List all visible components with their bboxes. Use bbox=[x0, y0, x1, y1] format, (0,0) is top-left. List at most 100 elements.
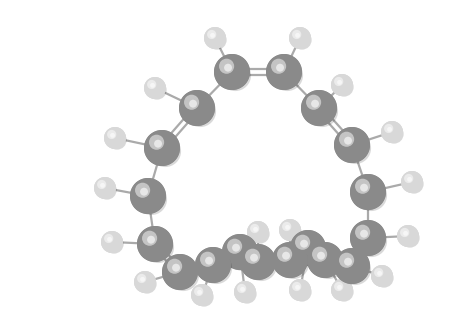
Circle shape bbox=[195, 247, 231, 283]
Circle shape bbox=[306, 95, 321, 110]
Circle shape bbox=[334, 282, 343, 291]
Circle shape bbox=[307, 95, 338, 127]
Circle shape bbox=[381, 121, 403, 143]
Circle shape bbox=[371, 265, 393, 287]
Circle shape bbox=[130, 178, 166, 214]
Circle shape bbox=[334, 248, 370, 284]
Circle shape bbox=[404, 174, 423, 194]
Circle shape bbox=[100, 183, 105, 188]
Circle shape bbox=[292, 282, 312, 302]
Circle shape bbox=[279, 219, 301, 241]
Circle shape bbox=[289, 279, 311, 301]
Circle shape bbox=[356, 180, 387, 211]
Circle shape bbox=[340, 253, 371, 285]
Circle shape bbox=[355, 179, 370, 194]
Circle shape bbox=[172, 264, 180, 272]
Circle shape bbox=[130, 178, 166, 214]
Circle shape bbox=[162, 254, 198, 290]
Circle shape bbox=[147, 80, 167, 100]
Circle shape bbox=[290, 230, 326, 266]
Circle shape bbox=[134, 271, 156, 293]
Circle shape bbox=[104, 127, 126, 149]
Circle shape bbox=[271, 59, 286, 74]
Circle shape bbox=[282, 222, 301, 242]
Circle shape bbox=[331, 74, 353, 96]
Circle shape bbox=[195, 247, 231, 283]
Circle shape bbox=[266, 54, 302, 90]
Circle shape bbox=[401, 171, 423, 193]
Circle shape bbox=[337, 285, 342, 290]
Circle shape bbox=[224, 64, 232, 72]
Circle shape bbox=[266, 54, 302, 90]
Circle shape bbox=[289, 27, 311, 49]
Circle shape bbox=[204, 27, 226, 49]
Circle shape bbox=[207, 30, 216, 39]
Circle shape bbox=[140, 188, 148, 196]
Circle shape bbox=[219, 59, 234, 74]
Circle shape bbox=[167, 259, 199, 291]
Circle shape bbox=[292, 30, 301, 39]
Circle shape bbox=[360, 230, 368, 238]
Circle shape bbox=[292, 30, 312, 50]
Circle shape bbox=[282, 252, 290, 260]
Circle shape bbox=[97, 180, 117, 200]
Circle shape bbox=[104, 234, 114, 243]
Circle shape bbox=[142, 231, 174, 263]
Circle shape bbox=[397, 225, 419, 247]
Circle shape bbox=[277, 248, 309, 279]
Circle shape bbox=[107, 237, 112, 242]
Circle shape bbox=[150, 83, 155, 88]
Circle shape bbox=[144, 77, 166, 99]
Circle shape bbox=[232, 244, 240, 252]
Circle shape bbox=[179, 90, 215, 126]
Circle shape bbox=[350, 220, 386, 256]
Circle shape bbox=[210, 33, 215, 38]
Circle shape bbox=[101, 231, 123, 253]
Circle shape bbox=[334, 127, 370, 163]
Circle shape bbox=[207, 30, 227, 50]
Circle shape bbox=[337, 80, 342, 85]
Circle shape bbox=[253, 227, 258, 232]
Circle shape bbox=[400, 228, 409, 237]
Circle shape bbox=[147, 236, 155, 243]
Circle shape bbox=[154, 140, 162, 148]
Circle shape bbox=[185, 95, 216, 127]
Circle shape bbox=[214, 54, 250, 90]
Circle shape bbox=[307, 242, 343, 278]
Circle shape bbox=[135, 184, 167, 215]
Circle shape bbox=[404, 174, 414, 183]
Circle shape bbox=[110, 133, 115, 138]
Circle shape bbox=[371, 265, 393, 287]
Circle shape bbox=[290, 230, 326, 266]
Circle shape bbox=[271, 59, 303, 91]
Circle shape bbox=[149, 135, 164, 150]
Circle shape bbox=[279, 219, 301, 241]
Circle shape bbox=[245, 249, 277, 281]
Circle shape bbox=[240, 287, 245, 292]
Circle shape bbox=[311, 100, 319, 108]
Circle shape bbox=[295, 235, 310, 250]
Circle shape bbox=[344, 137, 352, 145]
Circle shape bbox=[282, 222, 292, 231]
Circle shape bbox=[384, 124, 393, 133]
Circle shape bbox=[407, 177, 412, 182]
Circle shape bbox=[107, 130, 116, 139]
Circle shape bbox=[292, 282, 301, 291]
Circle shape bbox=[360, 184, 368, 192]
Circle shape bbox=[289, 27, 311, 49]
Circle shape bbox=[272, 242, 308, 278]
Circle shape bbox=[191, 284, 213, 306]
Circle shape bbox=[401, 171, 423, 193]
Circle shape bbox=[97, 180, 106, 189]
Circle shape bbox=[285, 225, 290, 230]
Circle shape bbox=[144, 130, 180, 166]
Circle shape bbox=[355, 225, 370, 240]
Circle shape bbox=[301, 90, 337, 126]
Circle shape bbox=[197, 290, 202, 295]
Circle shape bbox=[307, 242, 343, 278]
Circle shape bbox=[219, 59, 251, 91]
Circle shape bbox=[387, 127, 392, 132]
Circle shape bbox=[167, 259, 182, 274]
Circle shape bbox=[250, 224, 260, 233]
Circle shape bbox=[137, 226, 173, 262]
